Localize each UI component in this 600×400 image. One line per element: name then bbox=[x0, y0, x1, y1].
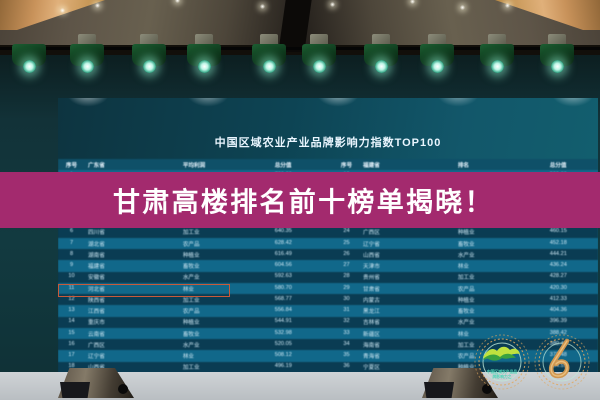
svg-text:中国区域农产品品: 中国区域农产品品 bbox=[487, 369, 518, 374]
svg-text:牌影响力之: 牌影响力之 bbox=[492, 374, 512, 379]
